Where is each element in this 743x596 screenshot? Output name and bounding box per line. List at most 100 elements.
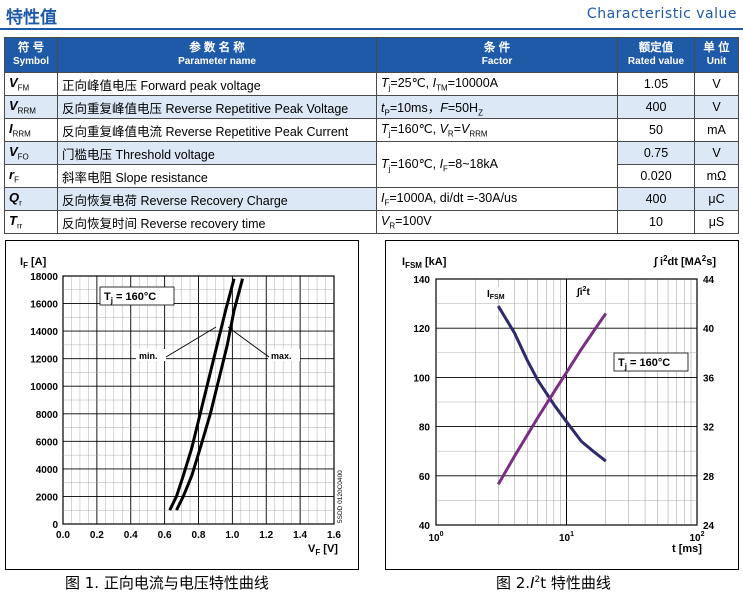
y-right-tick-label: 40 xyxy=(703,324,715,335)
y-right-tick-label: 44 xyxy=(703,275,715,286)
symbol-cell: VFM xyxy=(4,72,58,96)
x-tick-label: 0.2 xyxy=(90,530,104,541)
y-right-tick-label: 24 xyxy=(703,521,715,532)
temperature-annotation: Tj = 160°C xyxy=(104,291,156,305)
table-row: VRRM 反向重复峰值电压 Reverse Repetitive Peak Vo… xyxy=(4,95,739,119)
x-tick-label: 1.6 xyxy=(327,530,341,541)
value-cell: 0.75 xyxy=(617,141,695,165)
parameter-cell: 反向重复峰值电流 Reverse Repetitive Peak Current xyxy=(57,118,377,142)
section-header: 特性值 Characteristic value xyxy=(0,0,743,30)
value-cell: 10 xyxy=(617,210,695,234)
x-tick-label: 1.0 xyxy=(225,530,239,541)
parameter-cell: 反向恢复电荷 Reverse Recovery Charge xyxy=(57,187,377,211)
y-axis-title: IF [A] xyxy=(20,256,47,270)
label-bg xyxy=(136,349,166,361)
value-cell: 0.020 xyxy=(617,164,695,188)
y-right-tick-label: 28 xyxy=(703,472,715,483)
y-tick-label: 14000 xyxy=(30,327,58,338)
symbol-cell: IRRM xyxy=(4,118,58,142)
section-title: 特性值 xyxy=(6,8,57,28)
factor-cell: tP=10ms，F=50HZ xyxy=(376,95,618,119)
table-header-row: 符 号 Symbol 参 数 名 称 Parameter name 条 件 Facto… xyxy=(4,37,739,73)
symbol-cell: VRRM xyxy=(4,95,58,119)
y-tick-label: 18000 xyxy=(30,272,58,283)
col-factor: 条 件 Factor xyxy=(376,37,618,73)
x-axis-title: VF [V] xyxy=(308,543,338,557)
symbol-cell: Trr xyxy=(4,210,58,234)
table-row: rF 斜率电阻 Slope resistance 0.020 mΩ xyxy=(4,164,739,188)
symbol-cell: rF xyxy=(4,164,58,188)
series-label-min: min. xyxy=(139,351,158,361)
parameter-cell: 斜率电阻 Slope resistance xyxy=(57,164,377,188)
y-tick-label: 16000 xyxy=(30,300,58,311)
x-tick-label: 101 xyxy=(559,531,574,544)
value-cell: 1.05 xyxy=(617,72,695,96)
y-tick-label: 40 xyxy=(419,521,431,532)
surge-current-chart: 40 60 80 100 120 140 24 28 32 36 40 44 100 101 102 IFSM… xyxy=(385,240,739,570)
y-right-tick-label: 36 xyxy=(703,373,715,384)
unit-cell: V xyxy=(694,72,739,96)
leader-line xyxy=(227,326,270,358)
symbol-cell: Qr xyxy=(4,187,58,211)
table-row: Trr 反向恢复时间 Reverse recovery time VR=100V… xyxy=(4,210,739,234)
y-tick-label: 2000 xyxy=(36,492,59,503)
y-tick-label: 80 xyxy=(419,423,431,434)
header-divider xyxy=(0,28,743,30)
section-title-en: Characteristic value xyxy=(586,6,737,22)
unit-cell: V xyxy=(694,141,739,165)
iv-curve-max xyxy=(175,278,244,511)
chart-1-svg: 0.0 0.2 0.4 0.6 0.8 1.0 1.2 1.4 1.6 0 2000 4000 6000… xyxy=(20,256,344,557)
i2t-curve xyxy=(496,312,608,486)
x-tick-label: 0.6 xyxy=(158,530,172,541)
factor-cell: Tj=160℃, VR=VRRM xyxy=(376,118,618,142)
y-tick-label: 100 xyxy=(413,373,430,384)
parameter-cell: 反向恢复时间 Reverse recovery time xyxy=(57,210,377,234)
ifsm-curve xyxy=(496,305,607,463)
forward-characteristic-chart: 0.0 0.2 0.4 0.6 0.8 1.0 1.2 1.4 1.6 0 2000 4000 6000… xyxy=(5,240,359,570)
x-tick-label: 0.8 xyxy=(192,530,206,541)
y-tick-label: 8000 xyxy=(36,410,59,421)
y-tick-label: 120 xyxy=(413,324,430,335)
side-note: 5SDD 0120C0400 xyxy=(337,470,344,523)
x-axis-title: t [ms] xyxy=(672,543,702,555)
unit-cell: μS xyxy=(694,210,739,234)
y-tick-label: 60 xyxy=(419,472,431,483)
col-parameter: 参 数 名 称 Parameter name xyxy=(57,37,377,73)
y-tick-label: 0 xyxy=(52,520,58,531)
label-bg xyxy=(268,349,300,361)
factor-cell: IF=1000A, di/dt =-30A/us xyxy=(376,187,618,211)
annotation-box xyxy=(613,352,689,372)
iv-curve-min xyxy=(168,278,236,511)
unit-cell: μC xyxy=(694,187,739,211)
series-label-max: max. xyxy=(271,351,292,361)
x-tick-label: 0.4 xyxy=(124,530,138,541)
label-bg xyxy=(485,287,513,299)
col-symbol: 符 号 Symbol xyxy=(4,37,58,73)
characteristics-table: 符 号 Symbol 参 数 名 称 Parameter name 条 件 Facto… xyxy=(4,37,739,234)
y-tick-label: 6000 xyxy=(36,437,59,448)
series-label-i2t: ∫i2t xyxy=(576,286,590,298)
parameter-cell: 正向峰值电压 Forward peak voltage xyxy=(57,72,377,96)
table-row: VFO 门槛电压 Threshold voltage Tj=160℃, IF=8… xyxy=(4,141,739,188)
value-cell: 400 xyxy=(617,95,695,119)
col-unit: 单 位 Unit xyxy=(694,37,739,73)
unit-cell: mA xyxy=(694,118,739,142)
table-row: VFM 正向峰值电压 Forward peak voltage Tj=25℃, … xyxy=(4,72,739,96)
annotation-box xyxy=(99,286,175,306)
leader-line xyxy=(165,326,217,358)
value-cell: 50 xyxy=(617,118,695,142)
table-row: Qr 反向恢复电荷 Reverse Recovery Charge IF=100… xyxy=(4,187,739,211)
figure-1-caption: 图 1. 正向电流与电压特性曲线 xyxy=(65,574,269,592)
y-right-axis-title: ∫ i2dt [MA2s] xyxy=(653,254,716,268)
label-bg xyxy=(575,285,599,297)
x-tick-label: 1.2 xyxy=(259,530,273,541)
parameter-cell: 反向重复峰值电压 Reverse Repetitive Peak Voltage xyxy=(57,95,377,119)
x-tick-label: 0.0 xyxy=(56,530,70,541)
figure-2-caption: 图 2.I2t 特性曲线 xyxy=(496,574,611,592)
value-cell: 400 xyxy=(617,187,695,211)
factor-cell: Tj=160℃, IF=8~18kA xyxy=(376,141,618,188)
unit-cell: mΩ xyxy=(694,164,739,188)
parameter-cell: 门槛电压 Threshold voltage xyxy=(57,141,377,165)
y-right-tick-label: 32 xyxy=(703,423,715,434)
